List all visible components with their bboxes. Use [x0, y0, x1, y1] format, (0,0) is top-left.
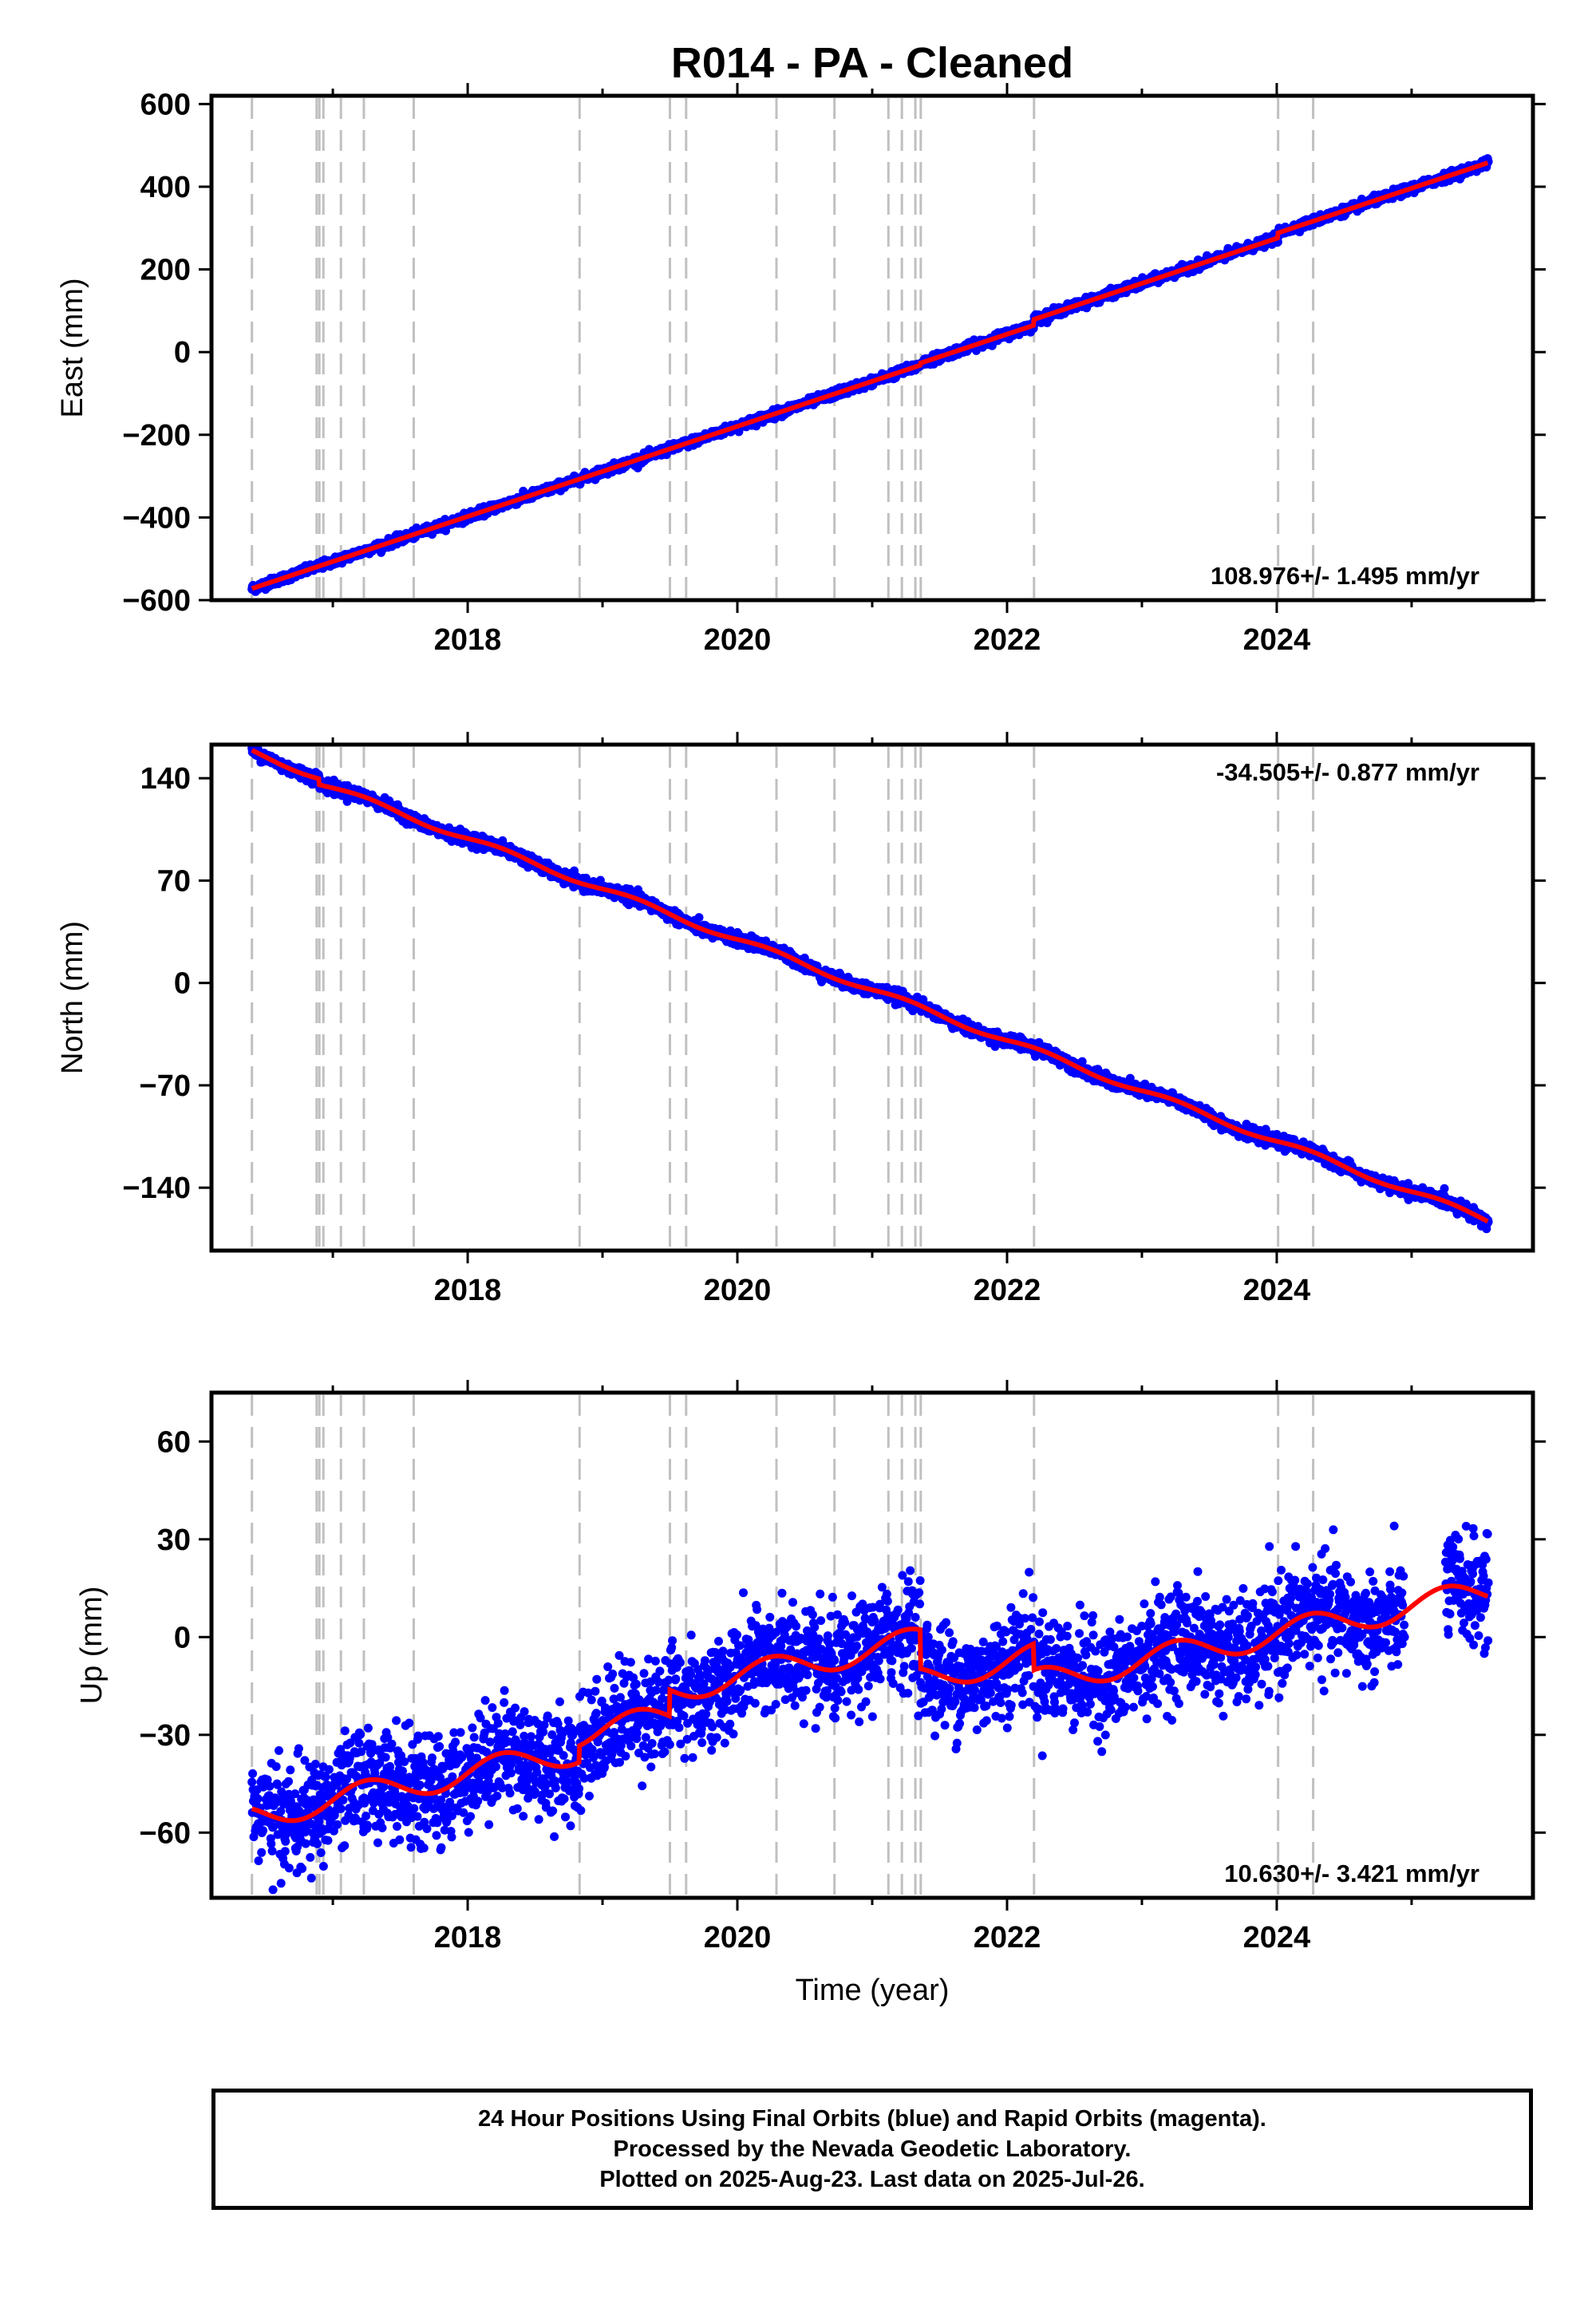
equipment-change-lines: [251, 98, 1315, 598]
x-tick-label: 2018: [434, 623, 502, 657]
chart-title: R014 - PA - Cleaned: [671, 39, 1073, 87]
panel-frame: [209, 93, 1535, 603]
y-tick-label: 400: [140, 171, 191, 204]
x-tick-label: 2022: [974, 623, 1041, 657]
panels-group: 2018 2020 2022 2024 −600 −200 0 200 400 600 −400 Ea…: [56, 83, 1546, 2007]
rate-label: 108.976+/- 1.495 mm/yr: [1211, 562, 1479, 590]
y-tick-label: 600: [140, 88, 191, 121]
panel-east: 2018 2020 2022 2024 −600 −200 0 200 400 600 −400 Ea…: [56, 83, 1546, 657]
y-axis-label: East (mm): [56, 278, 89, 417]
y-tick-label: 0: [174, 336, 191, 370]
y-tick-label: −600: [122, 584, 191, 618]
data-point: [694, 913, 704, 923]
y-tick-label: 200: [140, 254, 191, 287]
y-tick-label: −200: [122, 419, 191, 453]
y-tick-label: −400: [122, 501, 191, 535]
x-tick-label: 2024: [1243, 623, 1311, 657]
x-tick-label: 2020: [704, 623, 772, 657]
